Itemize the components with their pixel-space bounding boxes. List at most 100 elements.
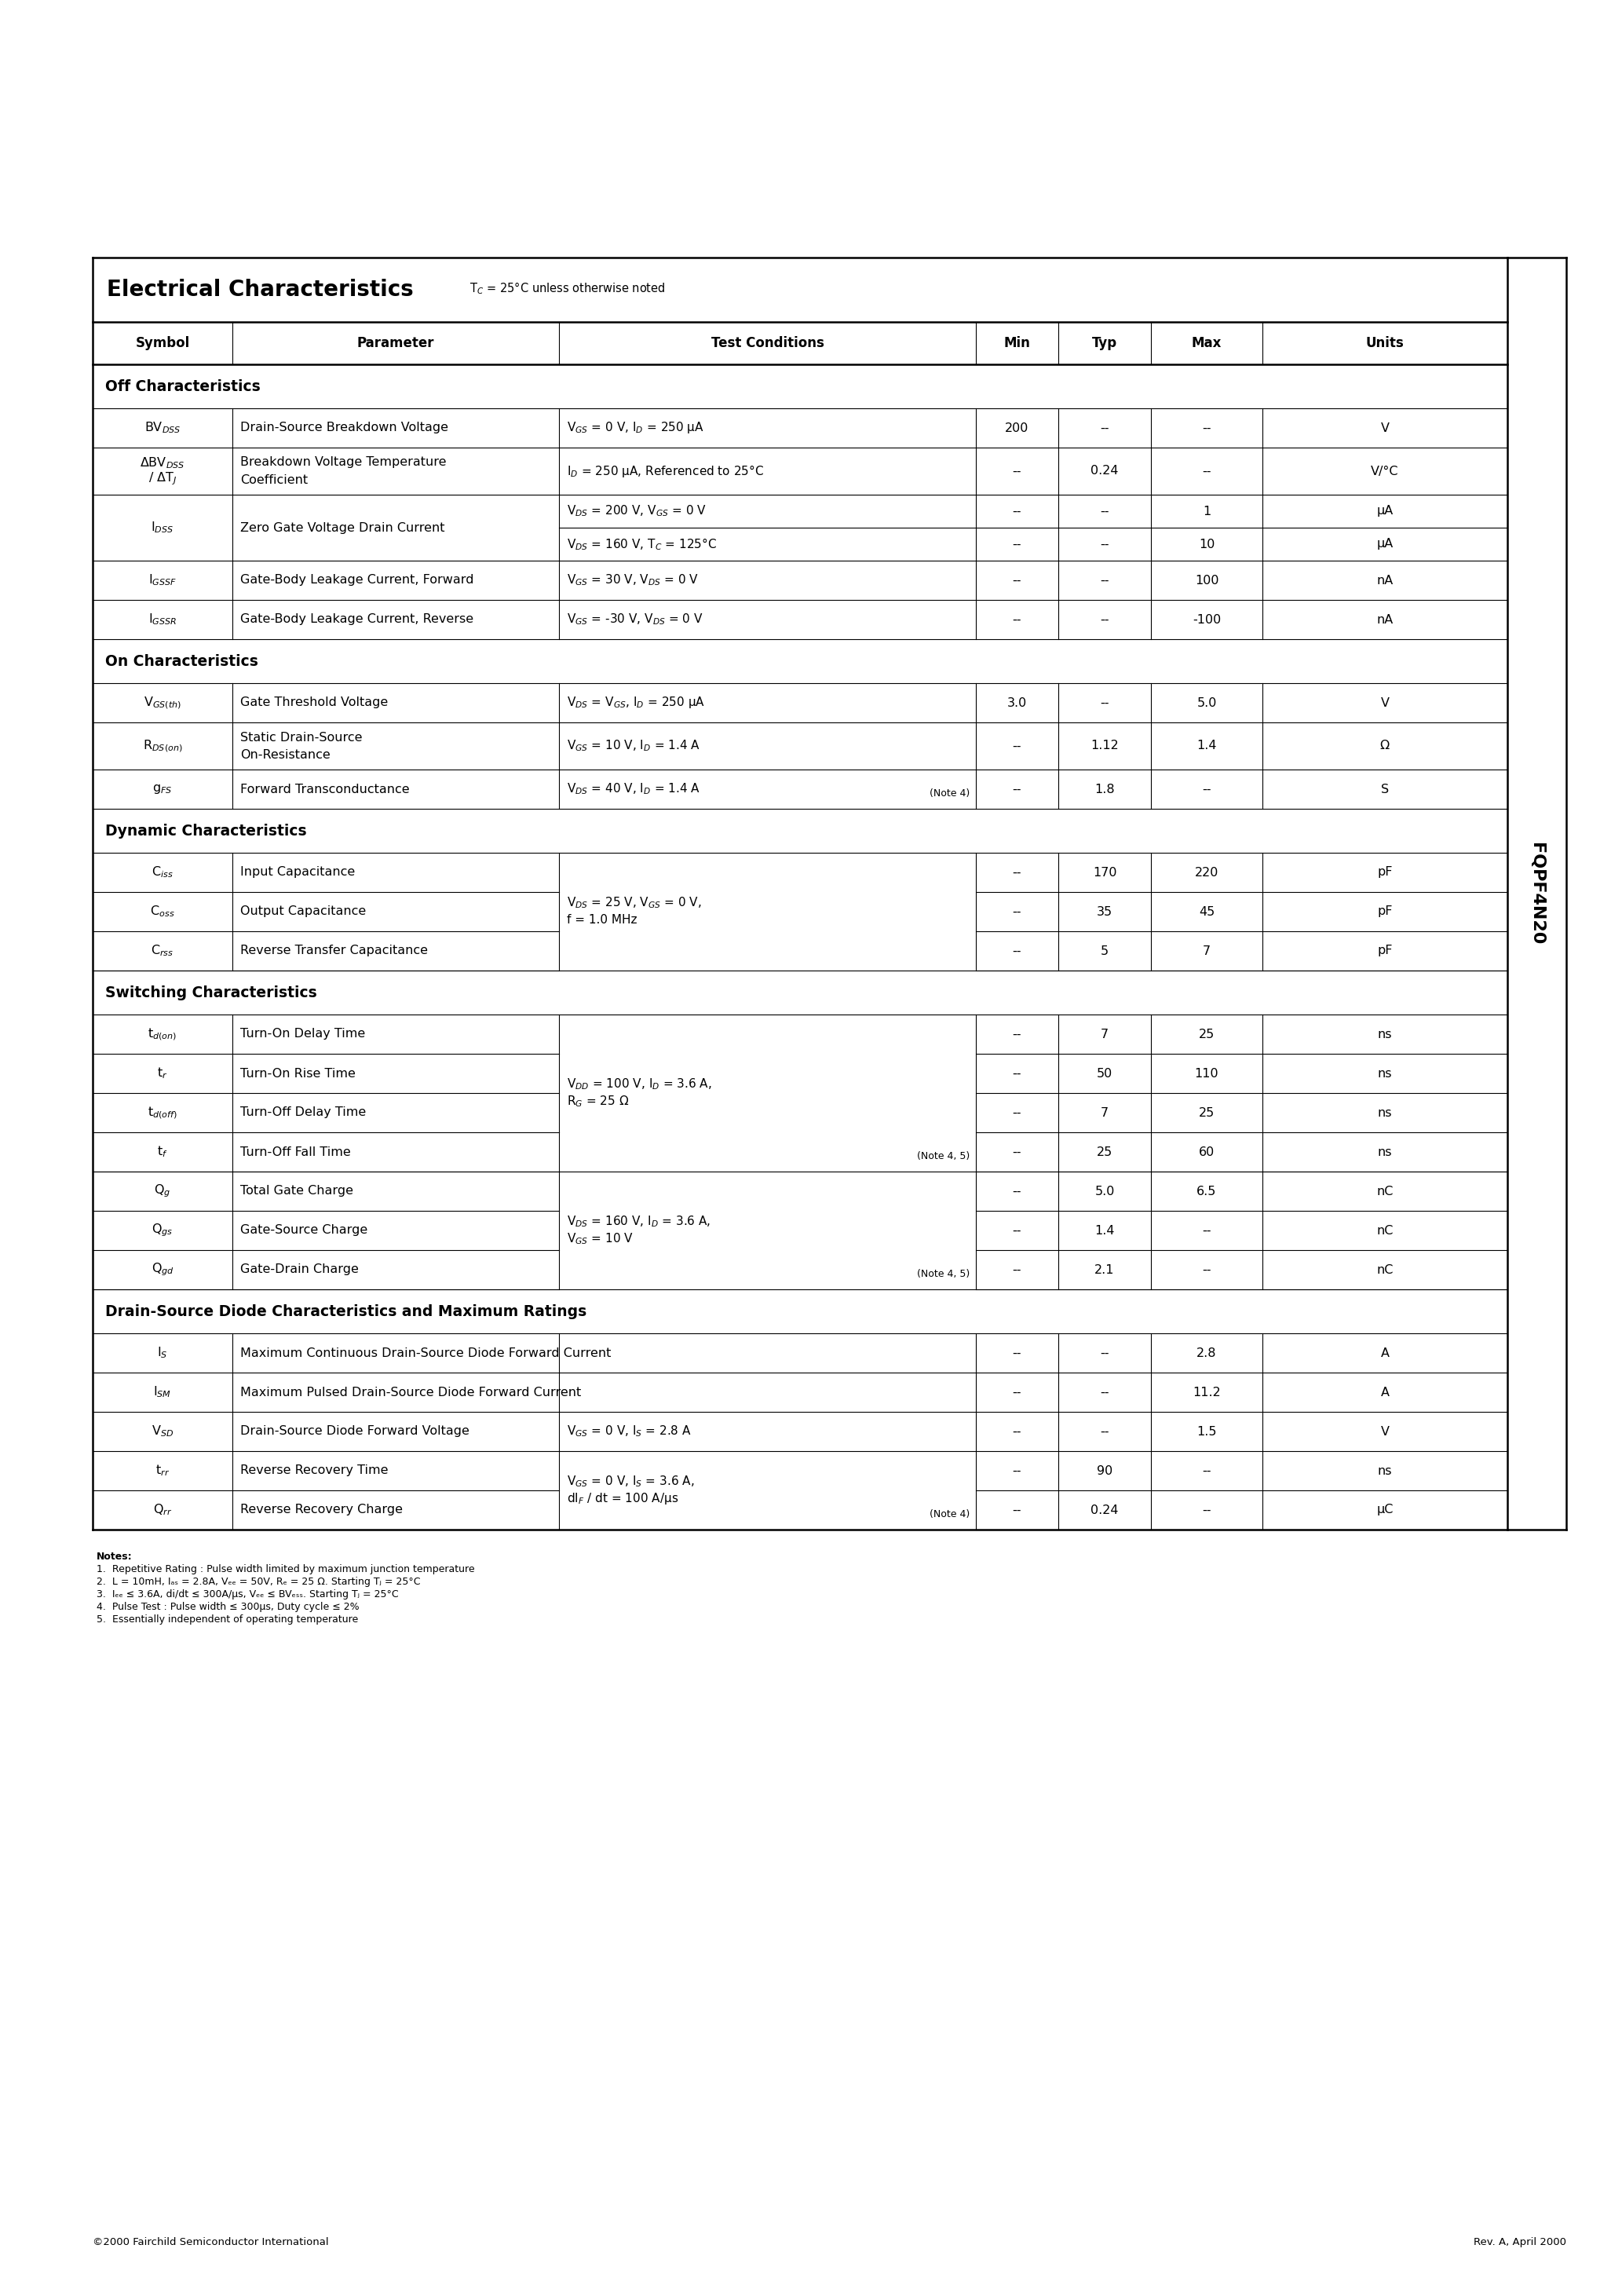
Text: V$_{GS(th)}$: V$_{GS(th)}$ xyxy=(144,696,182,709)
Text: ns: ns xyxy=(1377,1029,1392,1040)
Text: --: -- xyxy=(1012,1387,1022,1398)
Text: Breakdown Voltage Temperature: Breakdown Voltage Temperature xyxy=(240,457,446,468)
Text: 6.5: 6.5 xyxy=(1197,1185,1216,1196)
Text: -100: -100 xyxy=(1192,613,1221,625)
Text: 0.24: 0.24 xyxy=(1090,1504,1119,1515)
Text: V$_{DS}$ = 160 V, I$_{D}$ = 3.6 A,: V$_{DS}$ = 160 V, I$_{D}$ = 3.6 A, xyxy=(566,1215,710,1228)
Text: nA: nA xyxy=(1377,574,1393,585)
Text: V/°C: V/°C xyxy=(1371,466,1398,478)
Text: Maximum Pulsed Drain-Source Diode Forward Current: Maximum Pulsed Drain-Source Diode Forwar… xyxy=(240,1387,581,1398)
Text: Parameter: Parameter xyxy=(357,335,435,351)
Text: 200: 200 xyxy=(1006,422,1028,434)
Text: --: -- xyxy=(1012,466,1022,478)
Text: I$_{DSS}$: I$_{DSS}$ xyxy=(151,521,174,535)
Text: Reverse Transfer Capacitance: Reverse Transfer Capacitance xyxy=(240,946,428,957)
Text: Off Characteristics: Off Characteristics xyxy=(105,379,261,395)
Text: 7: 7 xyxy=(1101,1029,1108,1040)
Text: t$_{f}$: t$_{f}$ xyxy=(157,1146,169,1159)
Text: Gate-Body Leakage Current, Reverse: Gate-Body Leakage Current, Reverse xyxy=(240,613,474,625)
Text: --: -- xyxy=(1012,1465,1022,1476)
Text: ns: ns xyxy=(1377,1068,1392,1079)
Text: V$_{GS}$ = 30 V, V$_{DS}$ = 0 V: V$_{GS}$ = 30 V, V$_{DS}$ = 0 V xyxy=(566,574,699,588)
Text: --: -- xyxy=(1202,422,1212,434)
Text: V$_{DD}$ = 100 V, I$_{D}$ = 3.6 A,: V$_{DD}$ = 100 V, I$_{D}$ = 3.6 A, xyxy=(566,1077,712,1091)
Text: 5.  Essentially independent of operating temperature: 5. Essentially independent of operating … xyxy=(97,1614,358,1626)
Text: 25: 25 xyxy=(1199,1107,1215,1118)
Text: Notes:: Notes: xyxy=(97,1552,133,1561)
Text: V$_{DS}$ = 200 V, V$_{GS}$ = 0 V: V$_{DS}$ = 200 V, V$_{GS}$ = 0 V xyxy=(566,503,707,519)
Text: --: -- xyxy=(1012,1263,1022,1277)
Text: 50: 50 xyxy=(1096,1068,1113,1079)
Text: --: -- xyxy=(1100,1348,1109,1359)
Text: --: -- xyxy=(1012,739,1022,751)
Text: Input Capacitance: Input Capacitance xyxy=(240,866,355,879)
Text: --: -- xyxy=(1100,505,1109,517)
Text: I$_{GSSR}$: I$_{GSSR}$ xyxy=(148,613,177,627)
Text: Reverse Recovery Charge: Reverse Recovery Charge xyxy=(240,1504,402,1515)
Text: --: -- xyxy=(1202,1465,1212,1476)
Text: 170: 170 xyxy=(1093,866,1116,879)
Text: V$_{GS}$ = 0 V, I$_{S}$ = 3.6 A,: V$_{GS}$ = 0 V, I$_{S}$ = 3.6 A, xyxy=(566,1474,694,1490)
Text: (Note 4): (Note 4) xyxy=(929,1508,970,1520)
Text: C$_{iss}$: C$_{iss}$ xyxy=(151,866,174,879)
Text: Units: Units xyxy=(1366,335,1405,351)
Text: Q$_{g}$: Q$_{g}$ xyxy=(154,1182,170,1199)
Text: 25: 25 xyxy=(1199,1029,1215,1040)
Text: 110: 110 xyxy=(1195,1068,1218,1079)
Text: (Note 4, 5): (Note 4, 5) xyxy=(916,1270,970,1279)
Text: V$_{GS}$ = 0 V, I$_{D}$ = 250 μA: V$_{GS}$ = 0 V, I$_{D}$ = 250 μA xyxy=(566,420,704,436)
Text: 1.4: 1.4 xyxy=(1095,1224,1114,1235)
Text: Gate-Source Charge: Gate-Source Charge xyxy=(240,1224,368,1235)
Text: A: A xyxy=(1380,1348,1388,1359)
Text: 1.  Repetitive Rating : Pulse width limited by maximum junction temperature: 1. Repetitive Rating : Pulse width limit… xyxy=(97,1564,475,1575)
Text: 2.8: 2.8 xyxy=(1197,1348,1216,1359)
Text: Dynamic Characteristics: Dynamic Characteristics xyxy=(105,824,307,838)
Text: --: -- xyxy=(1012,505,1022,517)
Text: V: V xyxy=(1380,698,1388,709)
Text: I$_{S}$: I$_{S}$ xyxy=(157,1345,167,1359)
Text: 11.2: 11.2 xyxy=(1192,1387,1221,1398)
Text: Gate-Drain Charge: Gate-Drain Charge xyxy=(240,1263,358,1277)
Text: 2.  L = 10mH, Iₐₛ = 2.8A, Vₑₑ = 50V, Rₑ = 25 Ω. Starting Tⱼ = 25°C: 2. L = 10mH, Iₐₛ = 2.8A, Vₑₑ = 50V, Rₑ =… xyxy=(97,1577,420,1587)
Text: 1.12: 1.12 xyxy=(1090,739,1119,751)
Text: R$_{DS(on)}$: R$_{DS(on)}$ xyxy=(143,739,182,753)
Text: V$_{DS}$ = V$_{GS}$, I$_{D}$ = 250 μA: V$_{DS}$ = V$_{GS}$, I$_{D}$ = 250 μA xyxy=(566,696,706,709)
Text: --: -- xyxy=(1100,1426,1109,1437)
Text: V$_{GS}$ = -30 V, V$_{DS}$ = 0 V: V$_{GS}$ = -30 V, V$_{DS}$ = 0 V xyxy=(566,613,704,627)
Text: Test Conditions: Test Conditions xyxy=(710,335,824,351)
Text: Max: Max xyxy=(1192,335,1221,351)
Text: pF: pF xyxy=(1377,946,1393,957)
Text: V$_{DS}$ = 160 V, T$_{C}$ = 125°C: V$_{DS}$ = 160 V, T$_{C}$ = 125°C xyxy=(566,537,717,551)
Text: t$_{rr}$: t$_{rr}$ xyxy=(156,1463,170,1479)
Text: 25: 25 xyxy=(1096,1146,1113,1157)
Text: --: -- xyxy=(1202,1263,1212,1277)
Text: Turn-Off Delay Time: Turn-Off Delay Time xyxy=(240,1107,367,1118)
Text: Min: Min xyxy=(1004,335,1030,351)
Text: Output Capacitance: Output Capacitance xyxy=(240,905,367,918)
Text: --: -- xyxy=(1012,537,1022,551)
Text: pF: pF xyxy=(1377,866,1393,879)
Text: On-Resistance: On-Resistance xyxy=(240,748,331,760)
Text: Static Drain-Source: Static Drain-Source xyxy=(240,732,362,744)
Text: (Note 4): (Note 4) xyxy=(929,788,970,799)
Text: g$_{FS}$: g$_{FS}$ xyxy=(152,783,172,794)
Text: FQPF4N20: FQPF4N20 xyxy=(1530,843,1544,944)
Text: --: -- xyxy=(1100,422,1109,434)
Text: 100: 100 xyxy=(1195,574,1218,585)
Text: t$_{d(off)}$: t$_{d(off)}$ xyxy=(148,1104,177,1120)
Text: 3.0: 3.0 xyxy=(1007,698,1027,709)
Text: --: -- xyxy=(1202,783,1212,794)
Text: nC: nC xyxy=(1377,1224,1393,1235)
Text: 1.4: 1.4 xyxy=(1197,739,1216,751)
Text: V$_{GS}$ = 10 V, I$_{D}$ = 1.4 A: V$_{GS}$ = 10 V, I$_{D}$ = 1.4 A xyxy=(566,739,701,753)
Text: Turn-On Delay Time: Turn-On Delay Time xyxy=(240,1029,365,1040)
Text: Coefficient: Coefficient xyxy=(240,473,308,487)
Text: --: -- xyxy=(1012,574,1022,585)
Text: On Characteristics: On Characteristics xyxy=(105,654,258,668)
Text: Maximum Continuous Drain-Source Diode Forward Current: Maximum Continuous Drain-Source Diode Fo… xyxy=(240,1348,611,1359)
Text: 2.1: 2.1 xyxy=(1095,1263,1114,1277)
Text: Rev. A, April 2000: Rev. A, April 2000 xyxy=(1474,2236,1567,2248)
Text: Ω: Ω xyxy=(1380,739,1390,751)
Text: Typ: Typ xyxy=(1092,335,1118,351)
Text: Q$_{rr}$: Q$_{rr}$ xyxy=(152,1502,172,1518)
